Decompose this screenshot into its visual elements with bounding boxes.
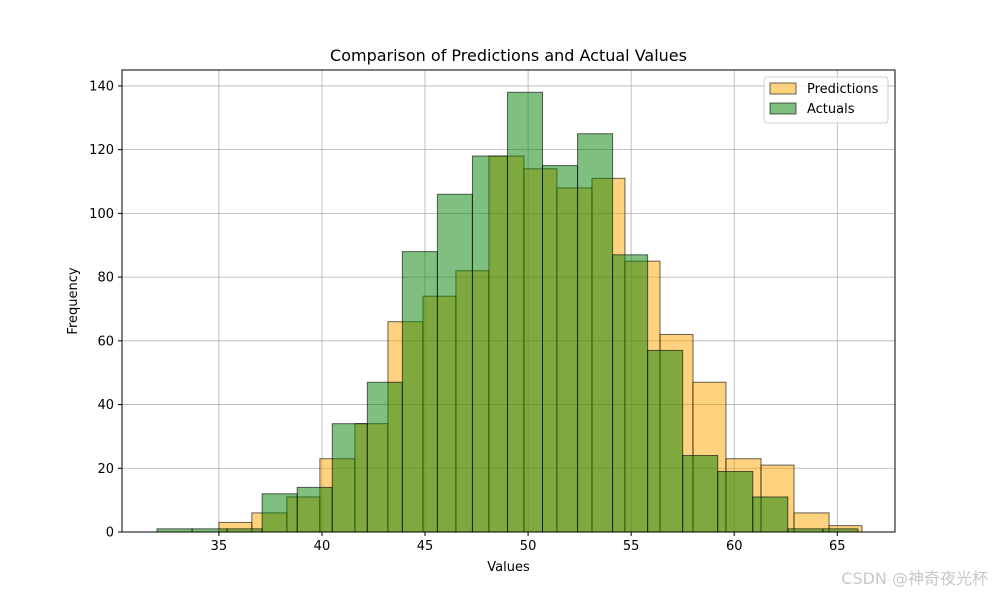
bar-actuals	[296, 486, 333, 533]
bar-actuals	[331, 423, 368, 533]
bar-actuals	[717, 470, 754, 533]
legend: Predictions Actuals	[763, 76, 889, 124]
y-tick-label: 120	[89, 143, 114, 158]
legend-swatch-actuals	[769, 102, 797, 115]
y-tick-label: 60	[97, 334, 114, 349]
legend-label-predictions: Predictions	[807, 82, 879, 97]
ticks-layer: 35 40 45 50 55 60 65 0 20 40 60 80 100 120 140	[89, 79, 845, 554]
legend-label-actuals: Actuals	[807, 102, 855, 117]
chart-title: Comparison of Predictions and Actual Val…	[330, 46, 687, 65]
bar-actuals	[366, 381, 403, 533]
legend-swatch-predictions	[769, 82, 797, 95]
watermark: CSDN @神奇夜光杯	[841, 569, 988, 588]
x-tick-label: 40	[314, 539, 331, 554]
y-tick-label: 80	[97, 271, 114, 286]
bar-actuals	[752, 496, 789, 533]
x-tick-label: 45	[417, 539, 434, 554]
x-tick-label: 35	[211, 539, 228, 554]
x-tick-label: 55	[623, 539, 640, 554]
bar-actuals	[471, 155, 508, 533]
y-tick-label: 40	[97, 398, 114, 413]
bar-actuals	[577, 133, 614, 533]
bar-actuals	[542, 165, 579, 533]
y-tick-label: 0	[106, 526, 114, 541]
plot-frame	[121, 69, 896, 533]
y-tick-label: 100	[89, 207, 114, 222]
bar-actuals	[612, 254, 649, 533]
bar-actuals	[261, 493, 298, 533]
x-axis-title: Values	[487, 560, 530, 575]
y-tick-label: 20	[97, 462, 114, 477]
y-axis-title: Frequency	[66, 267, 81, 334]
x-tick-label: 65	[829, 539, 846, 554]
bars-layer	[156, 91, 863, 533]
y-tick-label: 140	[89, 79, 114, 94]
bar-actuals	[506, 91, 544, 533]
bar-actuals	[647, 349, 684, 533]
x-tick-label: 50	[520, 539, 537, 554]
bar-actuals	[436, 193, 473, 533]
bar-actuals	[682, 455, 719, 533]
bar-actuals	[401, 251, 438, 533]
x-tick-label: 60	[726, 539, 743, 554]
